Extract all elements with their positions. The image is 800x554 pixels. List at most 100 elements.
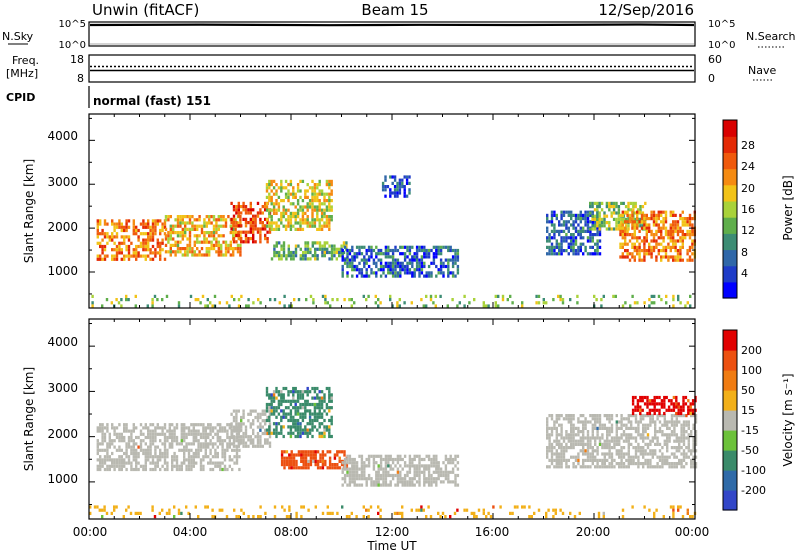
power-cell-3 xyxy=(292,224,295,228)
velocity-cell-0 xyxy=(214,442,217,446)
velocity-cell-4 xyxy=(411,461,414,465)
velocity-cell-7 xyxy=(177,511,181,515)
velocity-cell-0 xyxy=(151,435,155,440)
velocity-cell-3 xyxy=(288,456,291,460)
velocity-cell-6 xyxy=(631,408,635,412)
power-cell-10 xyxy=(425,304,428,308)
power-cell-9 xyxy=(648,252,651,256)
power-cell-5 xyxy=(341,258,344,262)
power-cell-5 xyxy=(437,248,440,253)
velocity-cell-5 xyxy=(582,446,585,450)
power-cell-6 xyxy=(398,181,402,185)
power-cell-7 xyxy=(567,220,570,224)
velocity-cell-5 xyxy=(644,458,647,462)
velocity-cell-4 xyxy=(391,467,395,471)
power-cell-3 xyxy=(289,221,293,225)
velocity-cell-4 xyxy=(348,461,352,465)
velocity-cell-7 xyxy=(165,511,169,515)
velocity-cell-0 xyxy=(137,445,140,449)
velocity-cell-0 xyxy=(154,461,157,465)
velocity-cell-5 xyxy=(673,430,676,434)
velocity-cell-1 xyxy=(232,441,236,445)
power-cell-2 xyxy=(256,211,260,215)
power-cell-0 xyxy=(156,222,159,226)
velocity-cell-0 xyxy=(211,442,215,446)
velocity-cell-6 xyxy=(631,402,635,406)
power-cell-5 xyxy=(439,264,443,269)
velocity-cell-5 xyxy=(666,446,669,450)
velocity-cell-5 xyxy=(680,458,683,462)
power-cell-3 xyxy=(313,192,317,196)
power-cell-10 xyxy=(425,294,428,298)
velocity-cell-3 xyxy=(331,466,334,470)
velocity-cell-0 xyxy=(159,439,162,443)
velocity-cell-5 xyxy=(567,417,570,421)
velocity-cell-5 xyxy=(586,446,590,450)
power-cell-9 xyxy=(655,223,658,227)
velocity-cell-6 xyxy=(663,405,666,409)
velocity-cell-0 xyxy=(199,464,203,468)
power-cell-0 xyxy=(139,232,143,236)
velocity-cell-4 xyxy=(437,464,440,468)
power-cell-0 xyxy=(132,228,135,233)
power-cell-5 xyxy=(427,264,431,269)
power-cell-0 xyxy=(142,225,145,229)
velocity-cell-5 xyxy=(574,458,578,462)
power-cell-9 xyxy=(657,213,660,217)
velocity-cell-0 xyxy=(187,451,191,456)
velocity-cell-0 xyxy=(183,445,186,449)
velocity-cell-2 xyxy=(280,399,283,403)
power-cell-1 xyxy=(220,215,223,219)
velocity-cell-5 xyxy=(634,414,638,418)
velocity-cell-5 xyxy=(678,449,681,453)
velocity-cell-4 xyxy=(456,454,460,458)
velocity-cell-4 xyxy=(343,467,347,471)
velocity-cell-0 xyxy=(221,426,224,430)
power-cell-1 xyxy=(217,224,220,228)
power-cell-3 xyxy=(330,218,333,222)
power-cell-10 xyxy=(197,298,200,302)
velocity-cell-7 xyxy=(355,515,358,519)
velocity-cell-2 xyxy=(289,431,293,435)
power-cell-4 xyxy=(306,247,310,251)
power-cell-3 xyxy=(313,221,317,225)
velocity-cell-0 xyxy=(221,467,224,472)
velocity-cell-5 xyxy=(596,446,599,450)
velocity-cell-4 xyxy=(447,457,450,462)
power-cell-8 xyxy=(612,211,616,215)
velocity-cell-5 xyxy=(586,449,590,453)
velocity-cell-1 xyxy=(240,441,243,445)
power-cell-7 xyxy=(582,252,585,256)
velocity-cell-0 xyxy=(101,432,104,436)
power-cell-5 xyxy=(418,271,421,275)
power-cell-3 xyxy=(308,221,312,225)
power-cell-1 xyxy=(198,240,201,244)
velocity-cell-0 xyxy=(149,467,152,472)
velocity-cell-5 xyxy=(570,455,573,459)
power-cell-3 xyxy=(328,186,331,190)
power-cell-0 xyxy=(113,225,116,229)
power-cell-10 xyxy=(213,294,217,298)
power-cell-1 xyxy=(210,240,213,244)
power-cell-1 xyxy=(212,231,216,235)
velocity-cell-0 xyxy=(113,467,116,472)
velocity-cell-4 xyxy=(399,470,402,474)
power-cell-10 xyxy=(245,304,248,308)
power-cell-9 xyxy=(652,223,656,227)
velocity-cell-0 xyxy=(154,448,157,452)
power-cell-0 xyxy=(161,248,164,252)
power-cell-7 xyxy=(555,229,558,233)
power-cell-0 xyxy=(111,232,114,236)
velocity-cell-2 xyxy=(313,406,317,410)
velocity-cell-0 xyxy=(185,458,188,462)
velocity-cell-0 xyxy=(132,455,135,459)
power-cell-5 xyxy=(370,271,373,275)
velocity-cell-2 xyxy=(294,402,297,407)
velocity-cell-5 xyxy=(690,452,693,456)
velocity-cell-0 xyxy=(113,429,116,433)
velocity-cell-2 xyxy=(289,412,293,416)
velocity-cell-7 xyxy=(602,515,605,519)
power-cell-1 xyxy=(232,227,235,231)
velocity-cell-5 xyxy=(555,439,558,443)
power-cell-5 xyxy=(408,271,412,275)
